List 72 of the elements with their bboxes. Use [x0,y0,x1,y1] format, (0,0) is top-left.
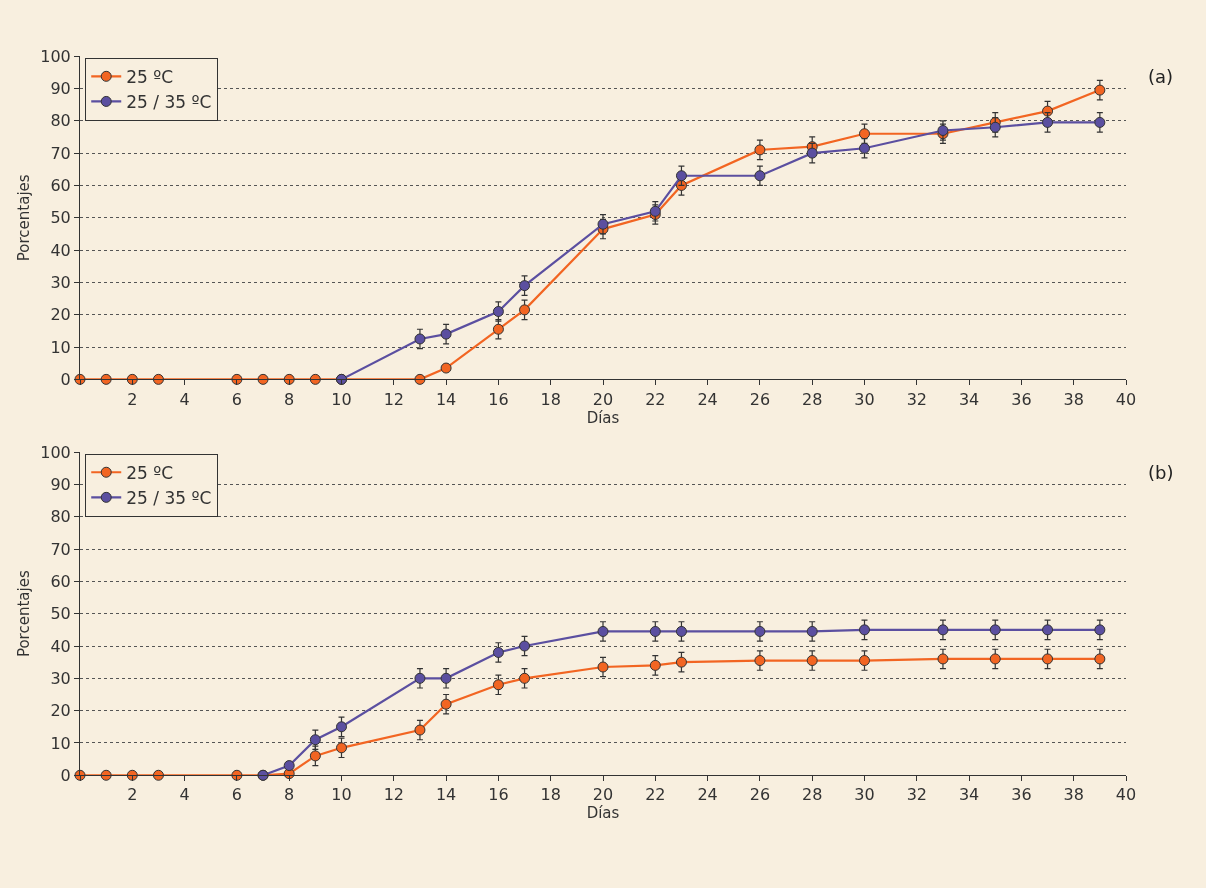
y-tick-label: 50 [50,208,71,228]
x-tick-label: 2 [127,785,138,805]
y-tick-label: 70 [50,539,71,559]
x-tick-label: 2 [127,389,138,409]
x-tick-label: 40 [1115,785,1137,805]
x-tick-label: 40 [1115,389,1137,409]
y-tick-label: 80 [50,111,71,131]
y-tick-label: 50 [50,604,71,624]
x-tick-label: 38 [1063,389,1084,409]
y-tick-label: 20 [50,305,71,325]
y-tick-label: 70 [50,143,71,163]
text: (b) [1148,462,1174,483]
x-tick-label: 32 [906,785,927,805]
y-tick-label: 10 [50,337,71,357]
x-tick-label: 34 [958,389,980,409]
y-tick-label: 0 [60,369,71,389]
x-tick-label: 22 [645,785,666,805]
y-tick-label: 40 [50,636,71,656]
x-tick-label: 10 [331,785,352,805]
legend-label: 25 / 35 ºC [126,92,212,113]
y-axis-title: Porcentajes [15,570,34,658]
y-tick-label: 30 [50,668,71,688]
x-tick-label: 28 [802,785,823,805]
x-tick-label: 4 [179,389,190,409]
y-tick-label: 60 [50,176,71,196]
x-tick-label: 16 [488,785,509,805]
y-tick-label: 0 [60,765,71,785]
x-tick-label: 20 [592,785,614,805]
x-tick-label: 38 [1063,785,1084,805]
x-tick-label: 8 [284,389,295,409]
x-tick-label: 6 [231,785,242,805]
y-tick-label: 90 [50,79,71,99]
x-tick-label: 14 [435,785,457,805]
x-tick-label: 24 [697,785,718,805]
x-tick-label: 36 [1011,785,1032,805]
x-tick-label: 8 [284,785,295,805]
text: (a) [1148,66,1174,87]
x-tick-label: 30 [854,785,875,805]
x-axis-title: Días [586,804,620,823]
legend-label: 25 ºC [126,462,174,483]
x-tick-label: 18 [540,785,561,805]
y-tick-label: 10 [50,733,71,753]
x-tick-label: 36 [1011,389,1032,409]
x-tick-label: 30 [854,389,875,409]
x-tick-label: 18 [540,389,561,409]
y-tick-label: 100 [40,46,71,66]
x-tick-label: 34 [958,785,980,805]
x-tick-label: 12 [383,389,404,409]
y-tick-label: 40 [50,240,71,260]
x-tick-label: 22 [645,389,666,409]
y-tick-label: 100 [40,442,71,462]
y-tick-label: 80 [50,507,71,527]
x-tick-label: 26 [749,389,771,409]
y-tick-label: 90 [50,475,71,494]
x-tick-label: 4 [179,785,190,805]
x-tick-label: 32 [906,389,927,409]
y-axis-title: Porcentajes [15,174,34,262]
y-tick-label: 60 [50,571,71,591]
legend-label: 25 / 35 ºC [126,487,212,508]
x-tick-label: 12 [383,785,404,805]
y-tick-label: 30 [50,273,71,292]
x-tick-label: 28 [802,389,823,409]
legend-label: 25 ºC [126,66,174,87]
x-tick-label: 26 [749,785,771,805]
x-tick-label: 14 [435,389,457,409]
x-tick-label: 24 [697,389,718,409]
x-tick-label: 16 [488,389,509,409]
x-tick-label: 6 [231,389,242,409]
x-axis-title: Días [586,408,620,427]
y-tick-label: 20 [50,701,71,721]
x-tick-label: 20 [592,389,614,409]
x-tick-label: 10 [331,389,352,409]
